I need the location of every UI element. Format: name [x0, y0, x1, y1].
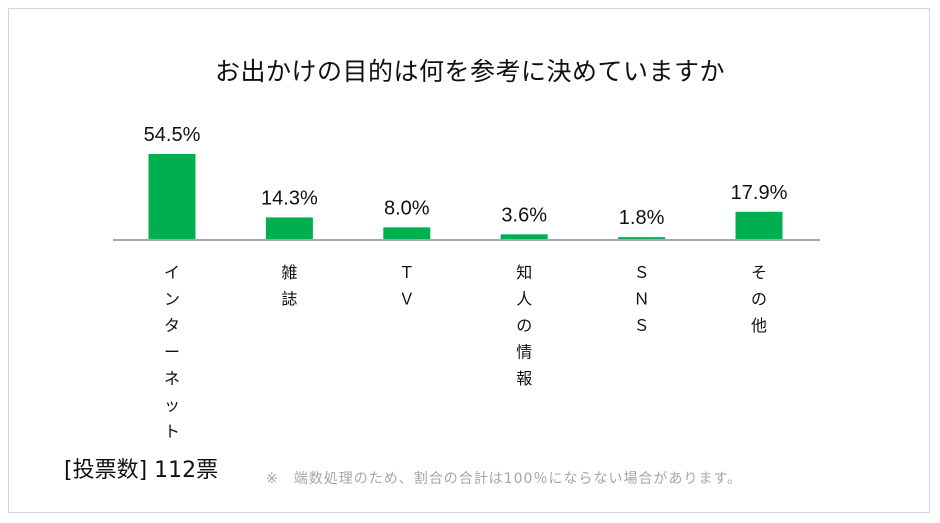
bar-1	[265, 217, 313, 240]
value-label-3: 3.6%	[501, 204, 547, 226]
category-label-1-char-0: 雑	[281, 263, 297, 282]
bar-5	[735, 211, 783, 240]
category-label-3-char-4: 報	[516, 369, 532, 388]
value-label-5: 17.9%	[731, 182, 788, 204]
bar-0	[148, 154, 196, 240]
value-label-0: 54.5%	[144, 124, 201, 146]
category-label-2-char-1: Ｖ	[399, 290, 415, 309]
chart-title: お出かけの目的は何を参考に決めていますか	[214, 57, 725, 86]
category-label-0-char-1: ン	[164, 290, 180, 309]
category-label-3-char-3: 情	[516, 343, 532, 362]
category-label-4-char-1: Ｎ	[634, 290, 650, 309]
category-label-0-char-0: イ	[164, 263, 180, 282]
value-label-1: 14.3%	[261, 187, 318, 209]
category-label-3-char-1: 人	[516, 290, 532, 309]
category-label-0-char-5: ッ	[164, 396, 180, 415]
bar-3	[500, 234, 548, 240]
category-label-0-char-6: ト	[164, 422, 180, 441]
category-label-0-char-4: ネ	[164, 369, 180, 388]
vote-count: [投票数] 112票	[64, 458, 219, 483]
chart-frame	[8, 8, 930, 513]
category-label-3-char-0: 知	[516, 263, 532, 282]
bar-4	[618, 237, 666, 240]
category-label-4-char-2: Ｓ	[634, 316, 650, 335]
category-label-5-char-1: の	[751, 290, 767, 309]
category-label-5-char-2: 他	[751, 316, 767, 335]
category-label-0-char-3: ー	[164, 343, 180, 362]
rounding-note: ※ 端数処理のため、割合の合計は100％にならない場合があります。	[266, 471, 743, 487]
value-label-2: 8.0%	[384, 197, 430, 219]
category-label-5-char-0: そ	[751, 263, 767, 282]
category-label-4-char-0: Ｓ	[634, 263, 650, 282]
bar-2	[383, 227, 431, 240]
category-label-1-char-1: 誌	[281, 290, 297, 309]
value-label-4: 1.8%	[619, 207, 665, 229]
category-label-2-char-0: Ｔ	[399, 263, 415, 282]
category-label-3-char-2: の	[516, 316, 532, 335]
category-label-0-char-2: タ	[164, 316, 180, 335]
